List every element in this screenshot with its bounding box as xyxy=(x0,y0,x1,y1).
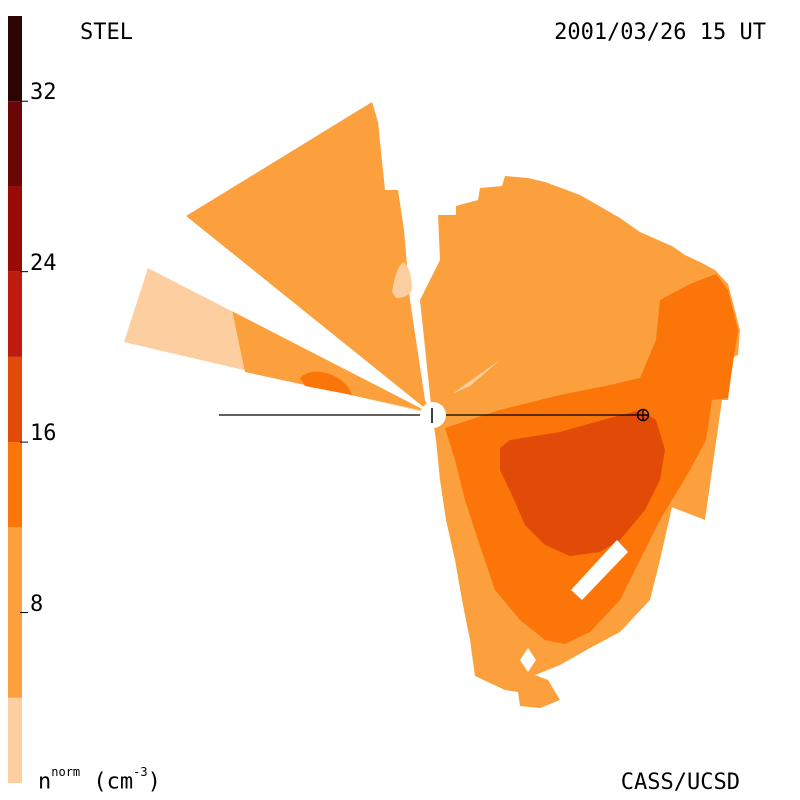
colorbar-band xyxy=(8,16,22,102)
region-light-streak xyxy=(452,360,500,394)
gap-left xyxy=(148,216,432,414)
gap-bottom xyxy=(520,648,536,672)
colorbar-band xyxy=(8,442,22,528)
earth-symbol-icon xyxy=(636,408,650,422)
colorbar-band xyxy=(8,101,22,187)
colorbar-tick-label: 16 xyxy=(30,421,57,447)
color-bar xyxy=(8,16,28,783)
colorbar-tick-label: 32 xyxy=(30,80,57,106)
unit-symbol: n xyxy=(38,769,52,795)
datetime-label: 2001/03/26 15 UT xyxy=(554,20,766,45)
colorbar-unit-label: nnorm (cm-3) xyxy=(38,766,161,795)
unit-exponent: -3 xyxy=(133,765,148,779)
region-dark xyxy=(500,410,665,556)
colorbar-tick-label: 24 xyxy=(30,250,57,276)
colorbar-band xyxy=(8,697,22,783)
colorbar-tick-label: 8 xyxy=(30,591,44,617)
instrument-label: STEL xyxy=(80,20,133,45)
density-map-regions xyxy=(124,102,740,708)
unit-superscript: norm xyxy=(51,765,81,779)
colorbar-band xyxy=(8,527,22,698)
unit-close: ) xyxy=(147,769,161,795)
sun-disk-icon xyxy=(420,402,446,428)
colorbar-band xyxy=(8,356,22,443)
colorbar-band xyxy=(8,186,22,272)
unit-open: (cm xyxy=(80,769,134,795)
sector-upper-left xyxy=(186,102,432,414)
gap-lower-right xyxy=(571,540,628,600)
colorbar-band xyxy=(8,271,22,357)
region-light-tongue xyxy=(392,262,412,298)
credit-label: CASS/UCSD xyxy=(620,770,740,795)
blob-far-left xyxy=(300,371,352,395)
